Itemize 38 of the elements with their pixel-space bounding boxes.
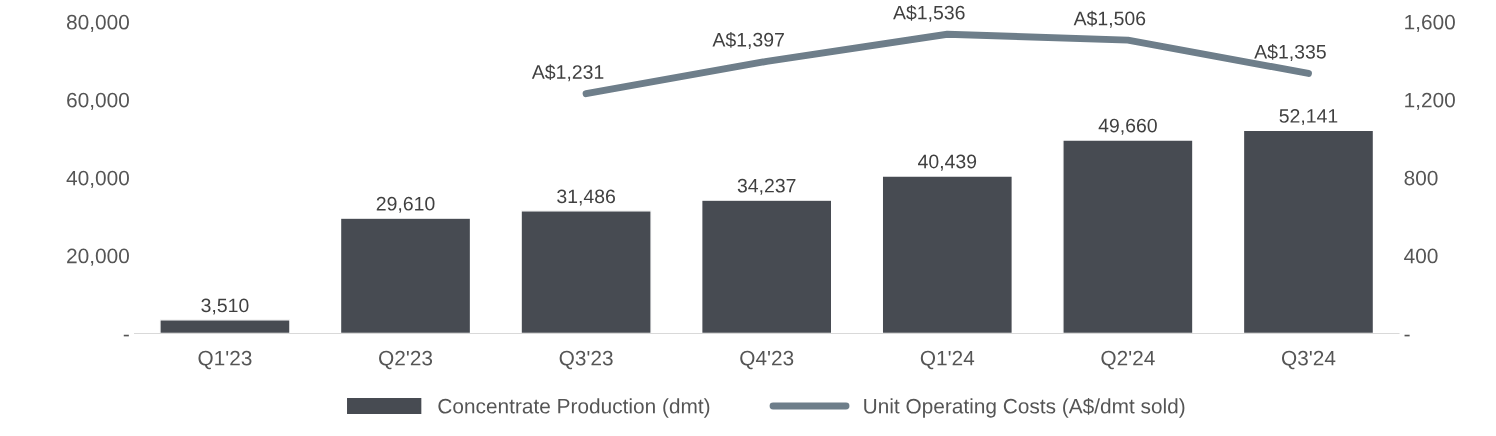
bar bbox=[700, 199, 833, 334]
data-label: 52,141 bbox=[1279, 109, 1338, 126]
y-tick-label: - bbox=[123, 334, 129, 337]
bar bbox=[1242, 129, 1375, 334]
data-label: 40,439 bbox=[918, 154, 977, 171]
data-label: A$1,536 bbox=[893, 4, 965, 22]
x-tick-label: Q3'24 bbox=[1281, 350, 1336, 370]
x-tick-label: Q3'23 bbox=[559, 350, 613, 370]
x-tick-label: Q2'23 bbox=[379, 350, 433, 370]
y-tick-label: 40,000 bbox=[66, 170, 129, 188]
bar bbox=[881, 175, 1013, 334]
x-tick-label: Q4'23 bbox=[740, 350, 794, 370]
data-label: A$1,397 bbox=[712, 32, 784, 49]
y-tick-label: 60,000 bbox=[67, 92, 129, 110]
bar bbox=[339, 217, 472, 334]
x-tick-label: Q1'23 bbox=[198, 350, 252, 370]
data-label: 31,486 bbox=[557, 189, 615, 206]
y2-tick-label: 800 bbox=[1404, 170, 1438, 186]
data-label: 34,237 bbox=[737, 178, 796, 195]
data-label: A$1,231 bbox=[531, 64, 604, 82]
legend-label: Concentrate Production (dmt) bbox=[438, 398, 710, 418]
data-label: 29,610 bbox=[376, 196, 435, 213]
data-label: 3,510 bbox=[201, 298, 249, 315]
y-tick-label: 80,000 bbox=[66, 14, 129, 33]
y2-tick-label: 400 bbox=[1404, 248, 1438, 264]
data-label: 49,660 bbox=[1098, 118, 1157, 135]
data-label: A$1,506 bbox=[1073, 10, 1146, 28]
y-tick-label: 20,000 bbox=[67, 248, 129, 266]
y2-tick-label: 1,600 bbox=[1405, 14, 1455, 33]
y2-tick-label: 1,200 bbox=[1405, 92, 1455, 110]
bar bbox=[1062, 139, 1194, 334]
x-tick-label: Q1'24 bbox=[920, 350, 975, 370]
y2-tick-label: - bbox=[1404, 334, 1410, 337]
x-tick-label: Q2'24 bbox=[1101, 350, 1155, 370]
legend-label: Unit Operating Costs (A$/dmt sold) bbox=[864, 397, 1185, 418]
bar bbox=[520, 210, 652, 334]
bar bbox=[159, 319, 291, 334]
data-label: A$1,335 bbox=[1254, 44, 1326, 61]
